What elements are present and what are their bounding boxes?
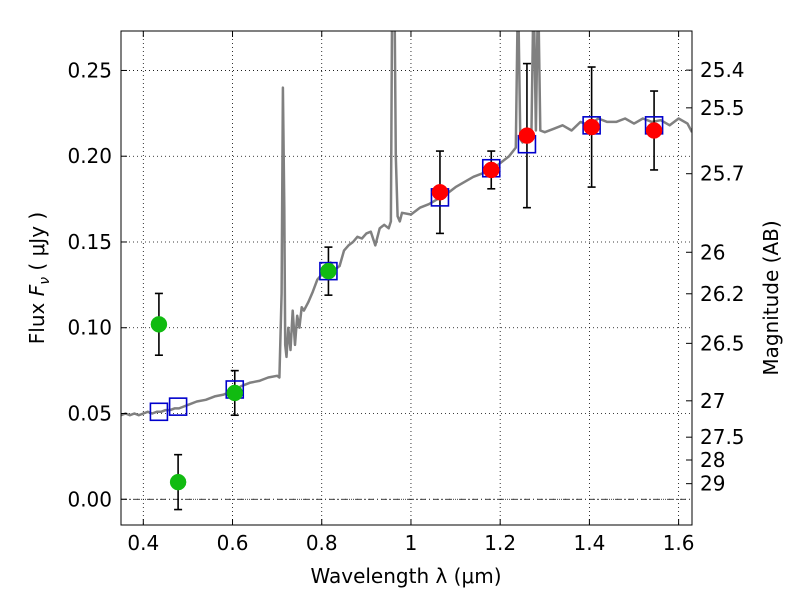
model-photometry-square: [319, 261, 338, 281]
spectrum-path: [121, 31, 692, 417]
y2-axis-label: Magnitude (AB): [759, 220, 783, 375]
x-axis-label: Wavelength λ (μm): [310, 564, 501, 588]
y-axis-label-symbol: F: [25, 284, 49, 296]
y-axis-label: Flux Fν ( μJy ): [25, 212, 53, 344]
x-tick-label: 1: [405, 531, 418, 555]
magnitude-tick-label: 26: [700, 240, 725, 264]
plot-area: [121, 31, 692, 511]
magnitude-tick-label: 26.5: [700, 331, 745, 355]
data-point: [483, 161, 500, 179]
y-axis-label-prefix: Flux: [25, 296, 49, 344]
data-point: [645, 122, 663, 139]
y-tick-label: 0.20: [67, 144, 112, 168]
x-tick-label: 1.4: [573, 531, 605, 555]
x-tick-label: 1.6: [663, 531, 695, 555]
data-point: [431, 183, 449, 201]
magnitude-tick-label: 29: [700, 472, 725, 496]
magnitude-tick-label: 27: [700, 389, 725, 413]
magnitude-tick-label: 26.2: [700, 282, 745, 306]
y-tick-labels: 0.00 0.05 0.10 0.15 0.20 0.25: [67, 58, 112, 511]
data-point: [518, 127, 536, 144]
model-photometry-square: [168, 397, 188, 416]
x-tick-label: 0.6: [217, 531, 249, 555]
observed-photometry-points: [150, 118, 663, 491]
data-point: [226, 384, 244, 402]
magnitude-tick-label: 28: [700, 448, 725, 472]
data-point: [150, 316, 168, 333]
x-tick-label: 1.2: [484, 531, 516, 555]
y-tick-label: 0.25: [67, 58, 112, 82]
y-axis-label-subscript: ν: [37, 277, 53, 285]
y-tick-label: 0.15: [67, 230, 112, 254]
y-tick-label: 0.05: [67, 402, 112, 426]
magnitude-tick-label: 27.5: [700, 425, 745, 449]
data-point: [583, 118, 600, 136]
plot-frame: [120, 30, 693, 526]
y-tick-label: 0.00: [67, 487, 112, 511]
magnitude-tick-label: 25.4: [700, 58, 745, 82]
magnitude-tick-label: 25.7: [700, 162, 745, 186]
magnitude-tick-label: 25.5: [700, 96, 745, 120]
x-tick-label: 0.4: [127, 531, 159, 555]
axis-ticks: [121, 31, 692, 525]
data-point: [320, 262, 337, 280]
y-axis-label-unit: ( μJy ): [25, 212, 49, 277]
x-tick-label: 0.8: [306, 531, 338, 555]
x-tick-labels: 0.4 0.6 0.8 1 1.2 1.4 1.6: [127, 531, 694, 555]
y-tick-label: 0.10: [67, 316, 112, 340]
model-spectrum-line: [121, 31, 692, 417]
model-photometry-square: [149, 402, 169, 422]
data-point: [169, 473, 187, 491]
